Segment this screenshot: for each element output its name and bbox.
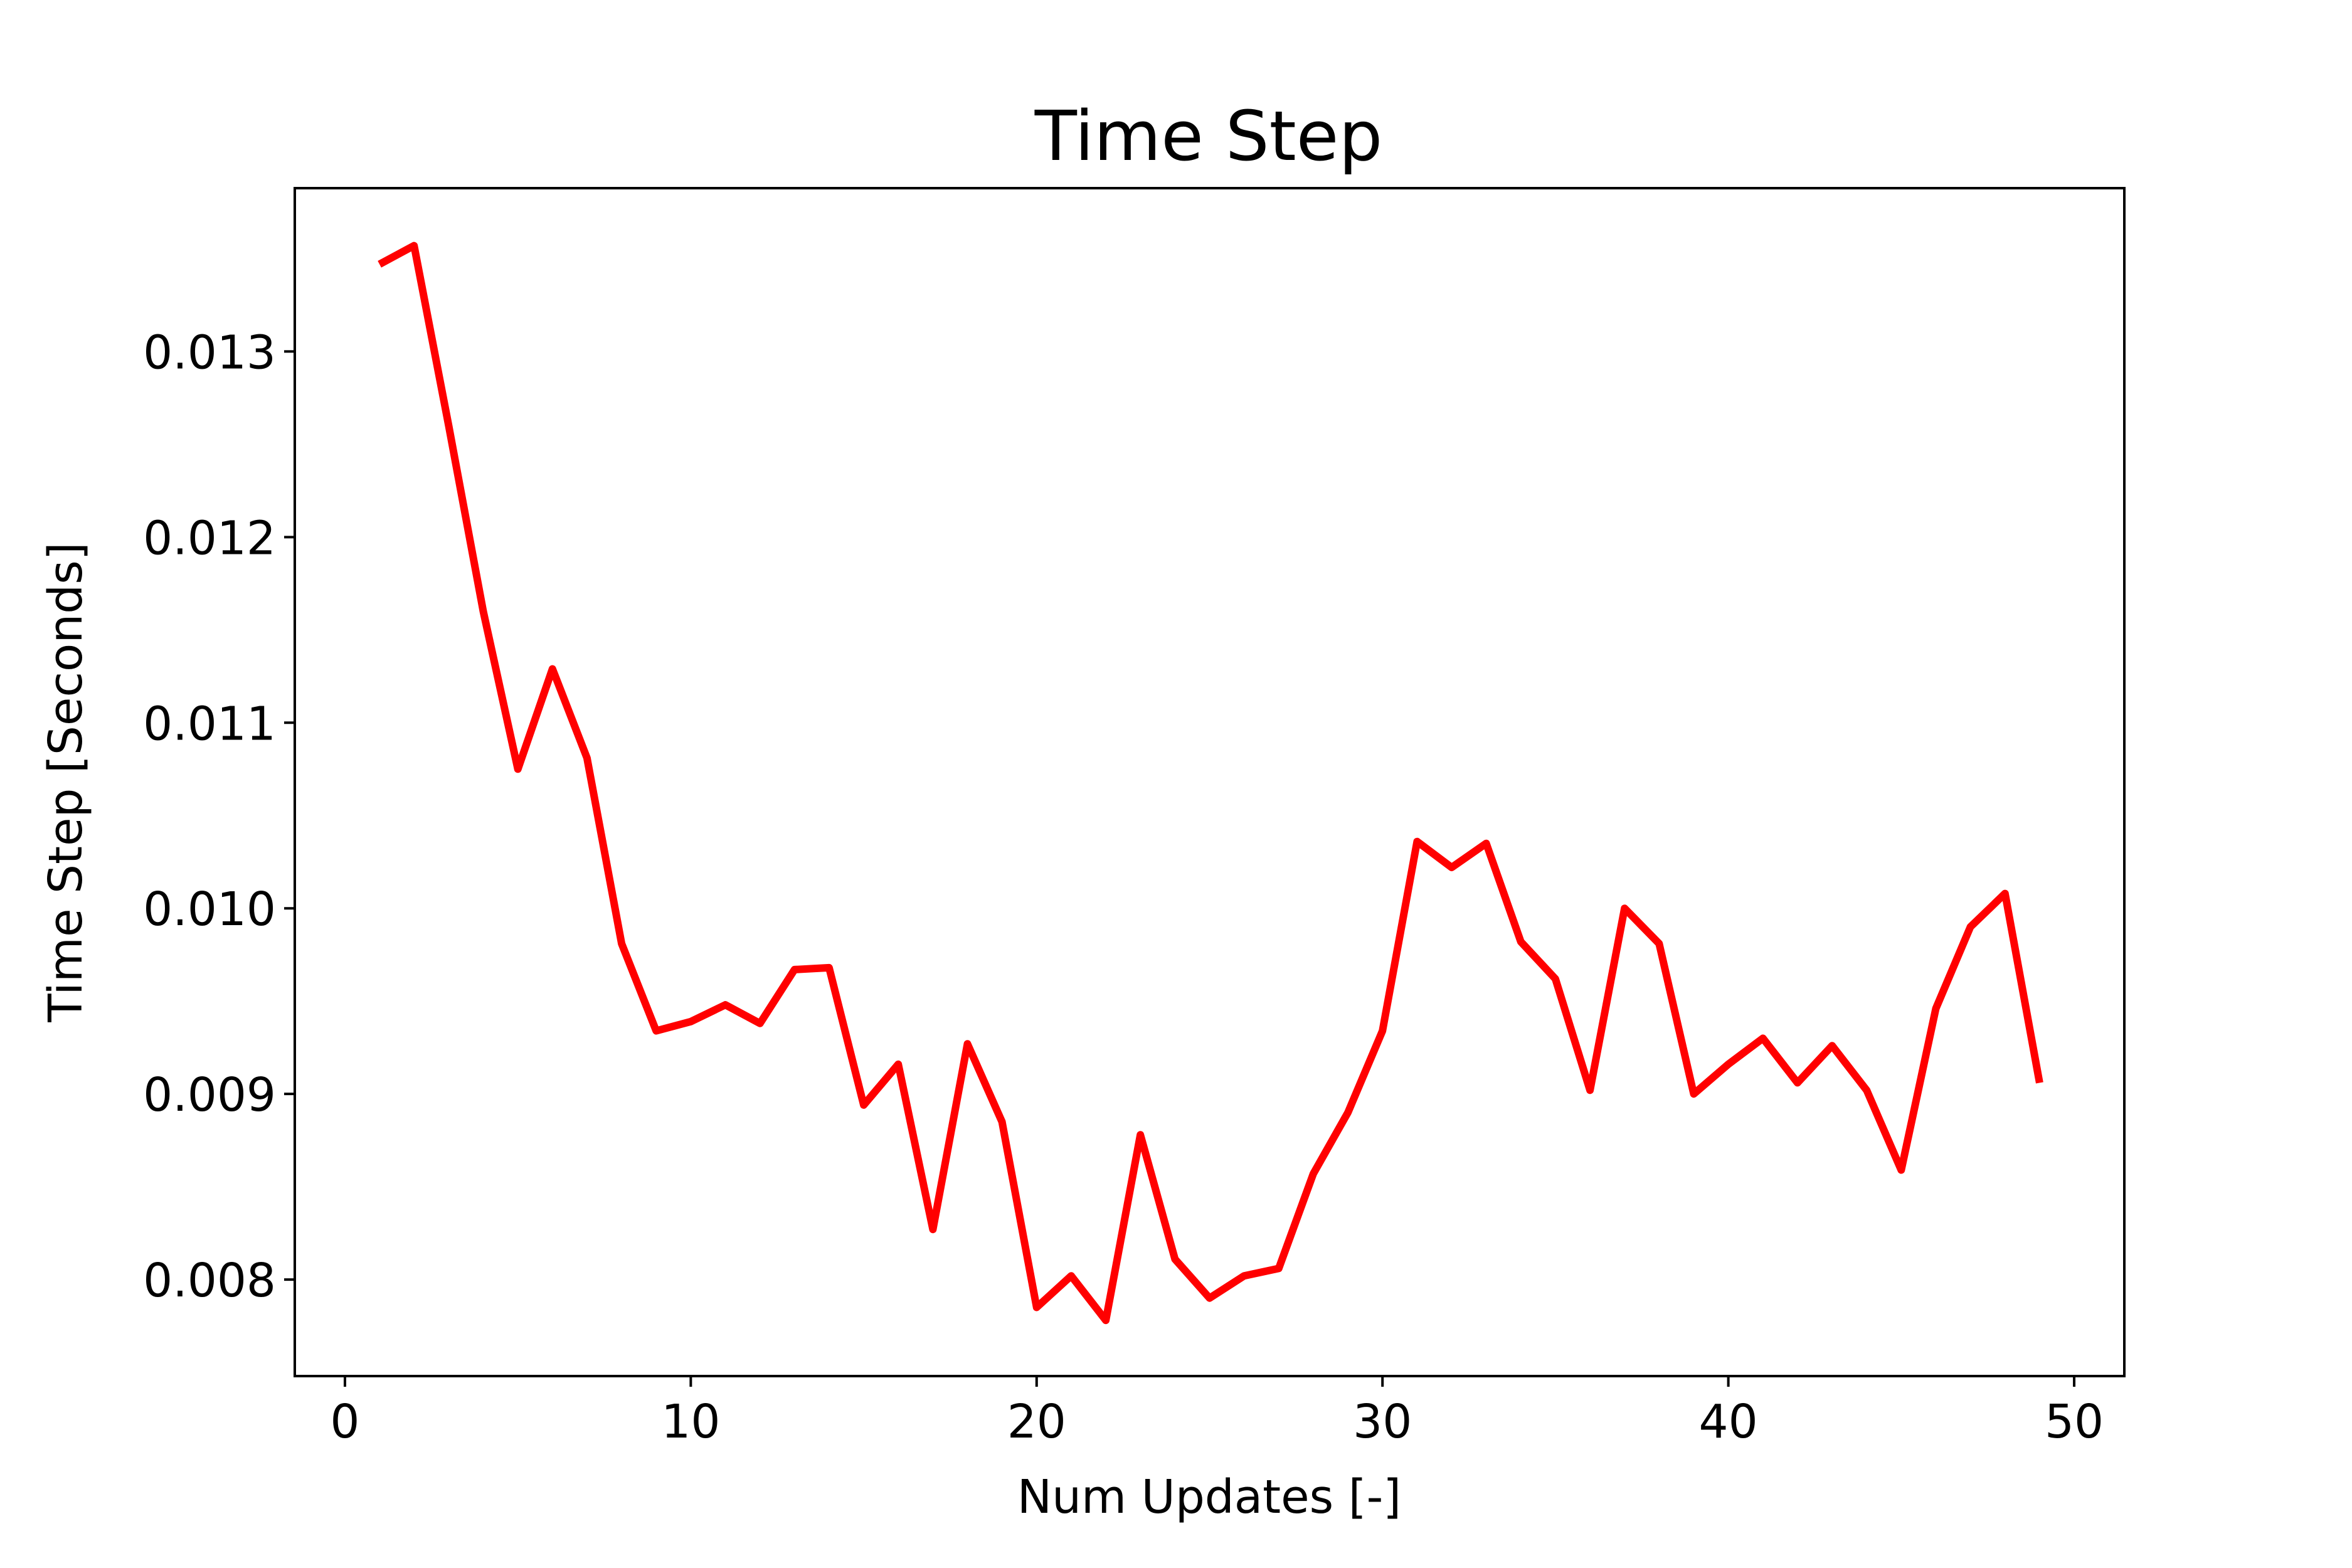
y-tick-label: 0.009	[143, 1068, 276, 1122]
x-tick-label: 30	[1353, 1395, 1412, 1449]
y-tick-label: 0.008	[143, 1254, 276, 1308]
x-axis-label: Num Updates [-]	[1017, 1470, 1401, 1524]
x-tick-label: 10	[661, 1395, 720, 1449]
y-tick-label: 0.013	[143, 326, 276, 379]
series-line	[378, 241, 2043, 1325]
x-tick-label: 0	[330, 1395, 359, 1449]
plot-area-frame	[294, 187, 2126, 1377]
y-tick-label: 0.012	[143, 511, 276, 565]
x-tick-label: 20	[1007, 1395, 1066, 1449]
y-tick-label: 0.010	[143, 882, 276, 936]
y-tick-label: 0.011	[143, 697, 276, 751]
x-tick-label: 40	[1699, 1395, 1758, 1449]
x-tick-label: 50	[2045, 1395, 2104, 1449]
chart-title: Time Step	[1034, 96, 1383, 176]
y-axis-label: Time Step [Seconds]	[39, 542, 93, 1022]
y-axis-ticks: 0.008 0.009 0.010 0.011 0.012 0.013	[143, 326, 295, 1308]
series-layer	[378, 241, 2043, 1325]
x-axis-ticks: 0 10 20 30 40 50	[330, 1376, 2104, 1449]
